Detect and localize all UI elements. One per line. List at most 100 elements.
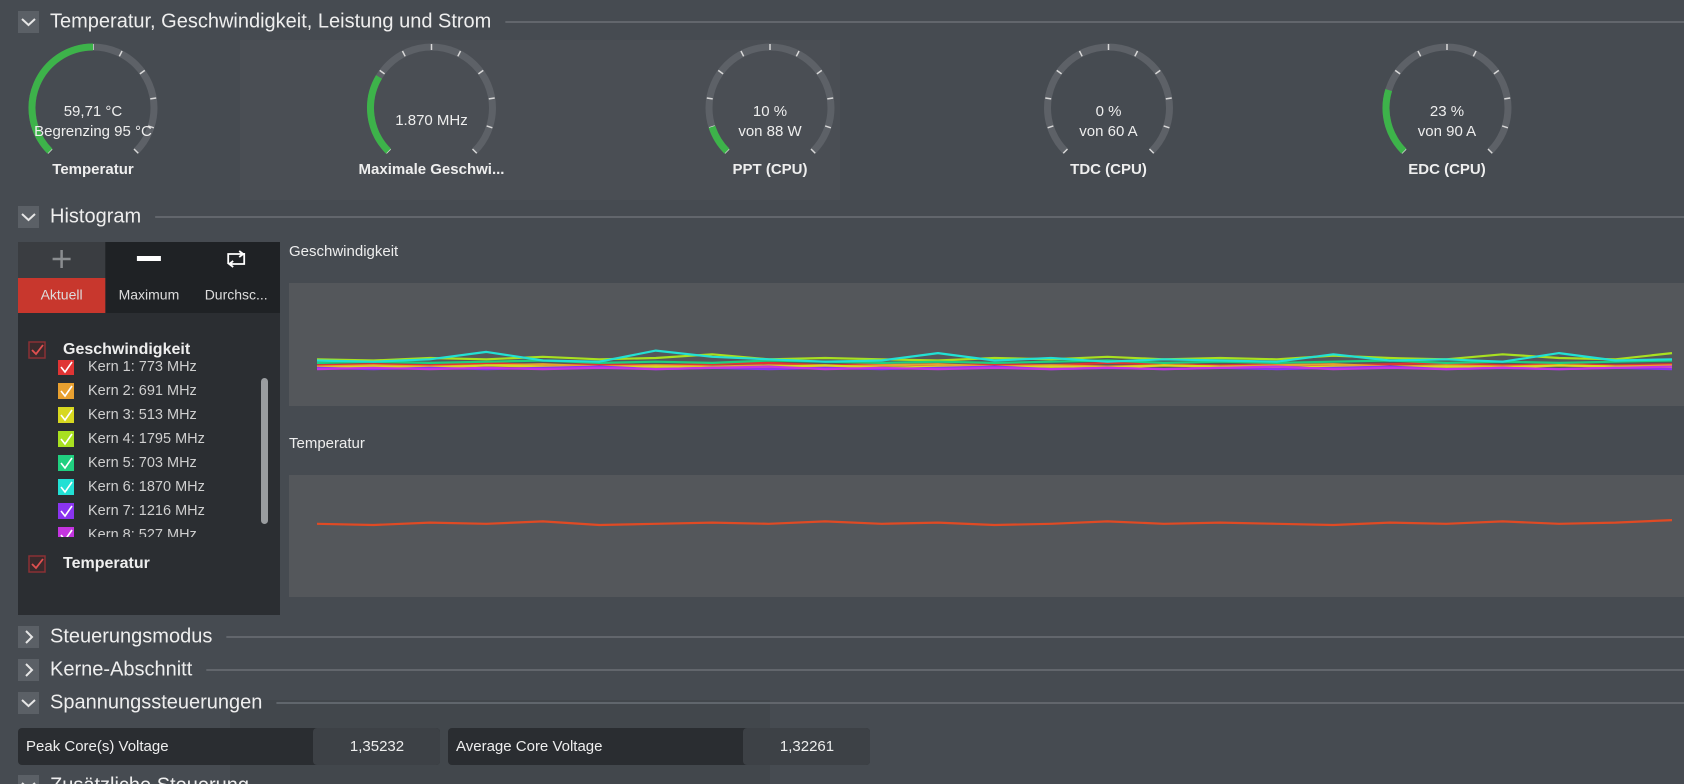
gauge-value: 1.870 MHz [395, 112, 468, 129]
gauge-tick [1501, 125, 1509, 129]
gauge-limit: von 88 W [738, 123, 802, 140]
section-title: Steuerungsmodus [50, 625, 212, 647]
section-title: Spannungssteuerungen [50, 691, 262, 713]
collapse-toggle[interactable] [18, 659, 39, 681]
series-line [316, 365, 1673, 371]
voltage-readout: Peak Core(s) Voltage 1,35232 [18, 728, 440, 765]
collapse-toggle[interactable] [18, 626, 39, 648]
collapse-toggle[interactable] [18, 206, 39, 228]
readout-value-box [313, 728, 440, 765]
group-label: Geschwindigkeit [63, 341, 191, 358]
gauge-tick [717, 69, 724, 75]
gauge-tick [1493, 69, 1500, 75]
tab[interactable]: Aktuell [18, 242, 106, 313]
section-header[interactable]: Zusätzliche Steuerung [18, 774, 1684, 784]
gauge-tick [1056, 69, 1063, 75]
gauge-tick [1045, 97, 1052, 100]
readout-value: 1,32261 [780, 738, 834, 755]
legend-item[interactable]: Kern 1: 773 MHz [58, 359, 197, 375]
gauge: 10 % von 88 W PPT (CPU) [705, 43, 835, 178]
section-header[interactable]: Steuerungsmodus [18, 625, 1684, 648]
group-checkbox[interactable]: Geschwindigkeit [28, 341, 191, 359]
readout-value: 1,35232 [350, 738, 404, 755]
series-line [316, 349, 1673, 363]
check-mark [60, 529, 73, 537]
legend-list: Kern 1: 773 MHz Kern 2: 691 MHz Kern 3: 51… [58, 359, 205, 543]
series-line [316, 519, 1673, 527]
section-header[interactable]: Histogram [18, 205, 1684, 228]
gauge-label: Temperatur [52, 161, 134, 178]
gauge-tick [1472, 50, 1477, 57]
tab-active-indicator [18, 278, 106, 313]
check-mark [60, 385, 73, 398]
gauge-tick [810, 148, 816, 154]
gauge-tick [139, 69, 146, 75]
gauge-value: 59,71 °C [64, 103, 123, 120]
gauge-tick [827, 97, 834, 100]
section-header[interactable]: Spannungssteuerungen [18, 691, 1684, 714]
gauge-limit: von 60 A [1079, 123, 1137, 140]
section-title: Histogram [50, 205, 141, 227]
legend-item[interactable]: Kern 6: 1870 MHz [58, 479, 205, 495]
group-checkbox[interactable]: Temperatur [28, 555, 150, 573]
tab[interactable]: Maximum [119, 256, 180, 303]
check-mark [60, 505, 73, 518]
gauge-tick [824, 125, 832, 129]
gauge-label: EDC (CPU) [1408, 161, 1486, 178]
plot-area [289, 283, 1684, 406]
gauge-tick [488, 97, 495, 100]
legend-item[interactable]: Kern 2: 691 MHz [58, 383, 197, 399]
gauge-tick [150, 97, 157, 100]
legend-item[interactable]: Kern 5: 703 MHz [58, 455, 197, 471]
section-title: Temperatur, Geschwindigkeit, Leistung un… [50, 10, 491, 32]
legend-item[interactable]: Kern 3: 513 MHz [58, 407, 197, 423]
gauge-fill [28, 43, 94, 154]
check-mark [60, 433, 73, 446]
legend-swatch [58, 431, 74, 447]
gauge-tick [816, 69, 823, 75]
scrollbar[interactable] [261, 378, 268, 524]
gauge-tick [1154, 69, 1161, 75]
gauge-tick [1047, 125, 1054, 129]
gauge-value: 0 % [1096, 103, 1122, 120]
add-icon [52, 250, 71, 268]
tab-label: Maximum [119, 287, 180, 303]
tab-label: Durchsc... [205, 287, 268, 303]
legend-label: Kern 7: 1216 MHz [88, 503, 205, 519]
checkbox [28, 555, 46, 573]
legend-swatch [58, 360, 74, 375]
readout-label: Peak Core(s) Voltage [26, 738, 169, 755]
legend-item[interactable]: Kern 8: 527 MHz [58, 527, 197, 543]
legend-swatch [58, 503, 74, 519]
legend-item[interactable]: Kern 7: 1216 MHz [58, 503, 205, 519]
chevron-icon [21, 213, 36, 222]
tab[interactable]: Durchsc... [205, 250, 268, 303]
gauge-value: 23 % [1430, 103, 1464, 120]
gauge-tick [1504, 97, 1511, 100]
plot-area [289, 475, 1684, 597]
gauge-fill [1382, 89, 1407, 154]
legend-swatch [58, 407, 74, 423]
collapse-toggle[interactable] [18, 775, 39, 784]
legend-label: Kern 3: 513 MHz [88, 407, 197, 423]
gauge: 1.870 MHz Maximale Geschwi... [359, 43, 504, 178]
gauge: 59,71 °C Begrenzing 95 °C Temperatur [28, 43, 158, 178]
section-header[interactable]: Temperatur, Geschwindigkeit, Leistung un… [18, 10, 1684, 33]
collapse-toggle[interactable] [18, 692, 39, 714]
gauge: 23 % von 90 A EDC (CPU) [1382, 43, 1512, 178]
legend-label: Kern 8: 527 MHz [88, 527, 197, 543]
chevron-icon [21, 18, 36, 27]
gauge-tick [486, 125, 493, 129]
legend-swatch [58, 527, 74, 537]
gauge-label: TDC (CPU) [1070, 161, 1147, 178]
gauge-tick [118, 50, 123, 57]
gauge-fill [708, 125, 730, 154]
legend-item[interactable]: Kern 4: 1795 MHz [58, 431, 205, 447]
check-mark [60, 481, 73, 494]
section-header[interactable]: Kerne-Abschnitt [18, 658, 1684, 681]
gauge-tick [471, 148, 478, 154]
collapse-toggle[interactable] [18, 11, 39, 33]
checkbox [28, 341, 46, 359]
